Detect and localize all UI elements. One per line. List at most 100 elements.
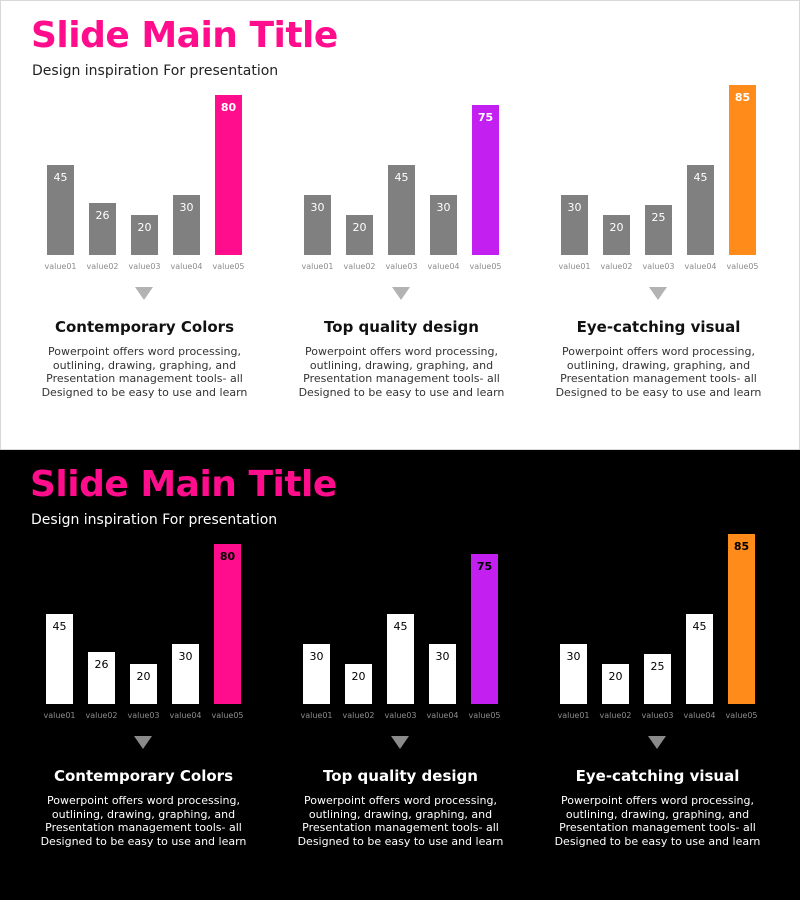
data-label: 30 — [310, 650, 324, 663]
panel-description: Powerpoint offers word processing, outli… — [41, 345, 248, 399]
category-label: value03 — [127, 711, 159, 720]
bar-value01 — [304, 195, 331, 255]
arrow-down-icon — [391, 736, 409, 749]
bar-value01 — [561, 195, 588, 255]
category-label: value05 — [211, 711, 243, 720]
category-label: value01 — [300, 711, 332, 720]
data-label: 75 — [477, 560, 492, 573]
bar-value04 — [687, 165, 714, 255]
category-label: value02 — [600, 262, 632, 271]
bar-value02 — [346, 215, 373, 255]
category-label: value01 — [43, 711, 75, 720]
category-label: value03 — [385, 262, 417, 271]
panel-top-quality-design: 30 value01 20 value02 45 value03 30 value04 75 va… — [272, 450, 529, 900]
data-label: 80 — [221, 101, 237, 114]
bar-chart: 45 value01 26 value02 20 value03 30 value04 80 va… — [44, 95, 245, 271]
data-label: 30 — [568, 201, 582, 214]
arrow-down-icon — [392, 287, 410, 300]
category-label: value05 — [726, 262, 758, 271]
arrow-down-icon — [134, 736, 152, 749]
data-label: 75 — [478, 111, 493, 124]
bar-value01 — [303, 644, 330, 704]
bar-value02 — [603, 215, 630, 255]
category-label: value05 — [212, 262, 244, 271]
panel-heading: Top quality design — [324, 318, 479, 336]
panel-contemporary-colors: 45 value01 26 value02 20 value03 30 value04 80 va… — [15, 450, 272, 900]
category-label: value03 — [128, 262, 160, 271]
data-label: 30 — [436, 650, 450, 663]
data-label: 26 — [96, 209, 110, 222]
category-label: value02 — [85, 711, 117, 720]
data-label: 45 — [53, 620, 67, 633]
category-label: value04 — [683, 711, 715, 720]
data-label: 25 — [652, 211, 666, 224]
panel-eye-catching-visual: 30 value01 20 value02 25 value03 45 value04 85 va… — [529, 450, 786, 900]
bar-value02 — [88, 652, 115, 704]
bar-value05 — [472, 105, 499, 255]
bar-value02 — [89, 203, 116, 255]
data-label: 45 — [693, 620, 707, 633]
bar-value03 — [387, 614, 414, 704]
data-label: 20 — [609, 670, 623, 683]
slide-title: Slide Main Title — [31, 15, 338, 56]
data-label: 26 — [95, 658, 109, 671]
panel-heading: Eye-catching visual — [575, 767, 740, 785]
slide-subtitle: Design inspiration For presentation — [31, 512, 278, 528]
category-label: value05 — [468, 711, 500, 720]
bar-chart: 30 value01 20 value02 25 value03 45 value04 85 va… — [558, 85, 759, 271]
category-label: value03 — [384, 711, 416, 720]
category-label: value05 — [469, 262, 501, 271]
panel-description: Powerpoint offers word processing, outli… — [555, 345, 762, 399]
category-label: value04 — [169, 711, 201, 720]
category-label: value01 — [557, 711, 589, 720]
category-label: value03 — [641, 711, 673, 720]
panel-description: Powerpoint offers word processing, outli… — [40, 794, 247, 848]
category-label: value04 — [426, 711, 458, 720]
arrow-down-icon — [648, 736, 666, 749]
bar-value03 — [644, 654, 671, 704]
bar-chart: 30 value01 20 value02 25 value03 45 value04 85 va… — [557, 534, 758, 720]
bar-value01 — [47, 165, 74, 255]
bar-value05 — [471, 554, 498, 704]
data-label: 80 — [220, 550, 236, 563]
data-label: 20 — [352, 670, 366, 683]
bar-value04 — [173, 195, 200, 255]
bar-value04 — [430, 195, 457, 255]
data-label: 30 — [437, 201, 451, 214]
panel-heading: Contemporary Colors — [53, 767, 233, 785]
bar-value02 — [602, 664, 629, 704]
bar-chart: 45 value01 26 value02 20 value03 30 value04 80 va… — [43, 544, 244, 720]
category-label: value04 — [684, 262, 716, 271]
data-label: 20 — [137, 670, 151, 683]
slide-subtitle: Design inspiration For presentation — [32, 63, 279, 79]
data-label: 30 — [311, 201, 325, 214]
panel-heading: Top quality design — [323, 767, 478, 785]
bar-value05 — [729, 85, 756, 255]
data-label: 25 — [651, 660, 665, 673]
data-label: 85 — [734, 540, 749, 553]
category-label: value04 — [427, 262, 459, 271]
panel-eye-catching-visual: 30 value01 20 value02 25 value03 45 value04 85 va… — [530, 1, 787, 449]
panel-heading: Contemporary Colors — [54, 318, 234, 336]
slide-light: Slide Main Title Design inspiration For … — [0, 0, 800, 450]
arrow-down-icon — [649, 287, 667, 300]
bar-value04 — [686, 614, 713, 704]
category-label: value04 — [170, 262, 202, 271]
data-label: 45 — [395, 171, 409, 184]
category-label: value02 — [599, 711, 631, 720]
panel-heading: Eye-catching visual — [576, 318, 741, 336]
data-label: 30 — [180, 201, 194, 214]
panel-description: Powerpoint offers word processing, outli… — [298, 345, 505, 399]
bar-chart: 30 value01 20 value02 45 value03 30 value04 75 va… — [300, 554, 501, 720]
slide-dark: Slide Main Title Design inspiration For … — [0, 450, 800, 900]
data-label: 30 — [179, 650, 193, 663]
panel-contemporary-colors: 45 value01 26 value02 20 value03 30 value04 80 va… — [16, 1, 273, 449]
category-label: value01 — [558, 262, 590, 271]
category-label: value05 — [725, 711, 757, 720]
bar-value03 — [645, 205, 672, 255]
bar-value04 — [172, 644, 199, 704]
category-label: value01 — [44, 262, 76, 271]
data-label: 45 — [394, 620, 408, 633]
bar-value03 — [131, 215, 158, 255]
bar-chart: 30 value01 20 value02 45 value03 30 value04 75 va… — [301, 105, 502, 271]
